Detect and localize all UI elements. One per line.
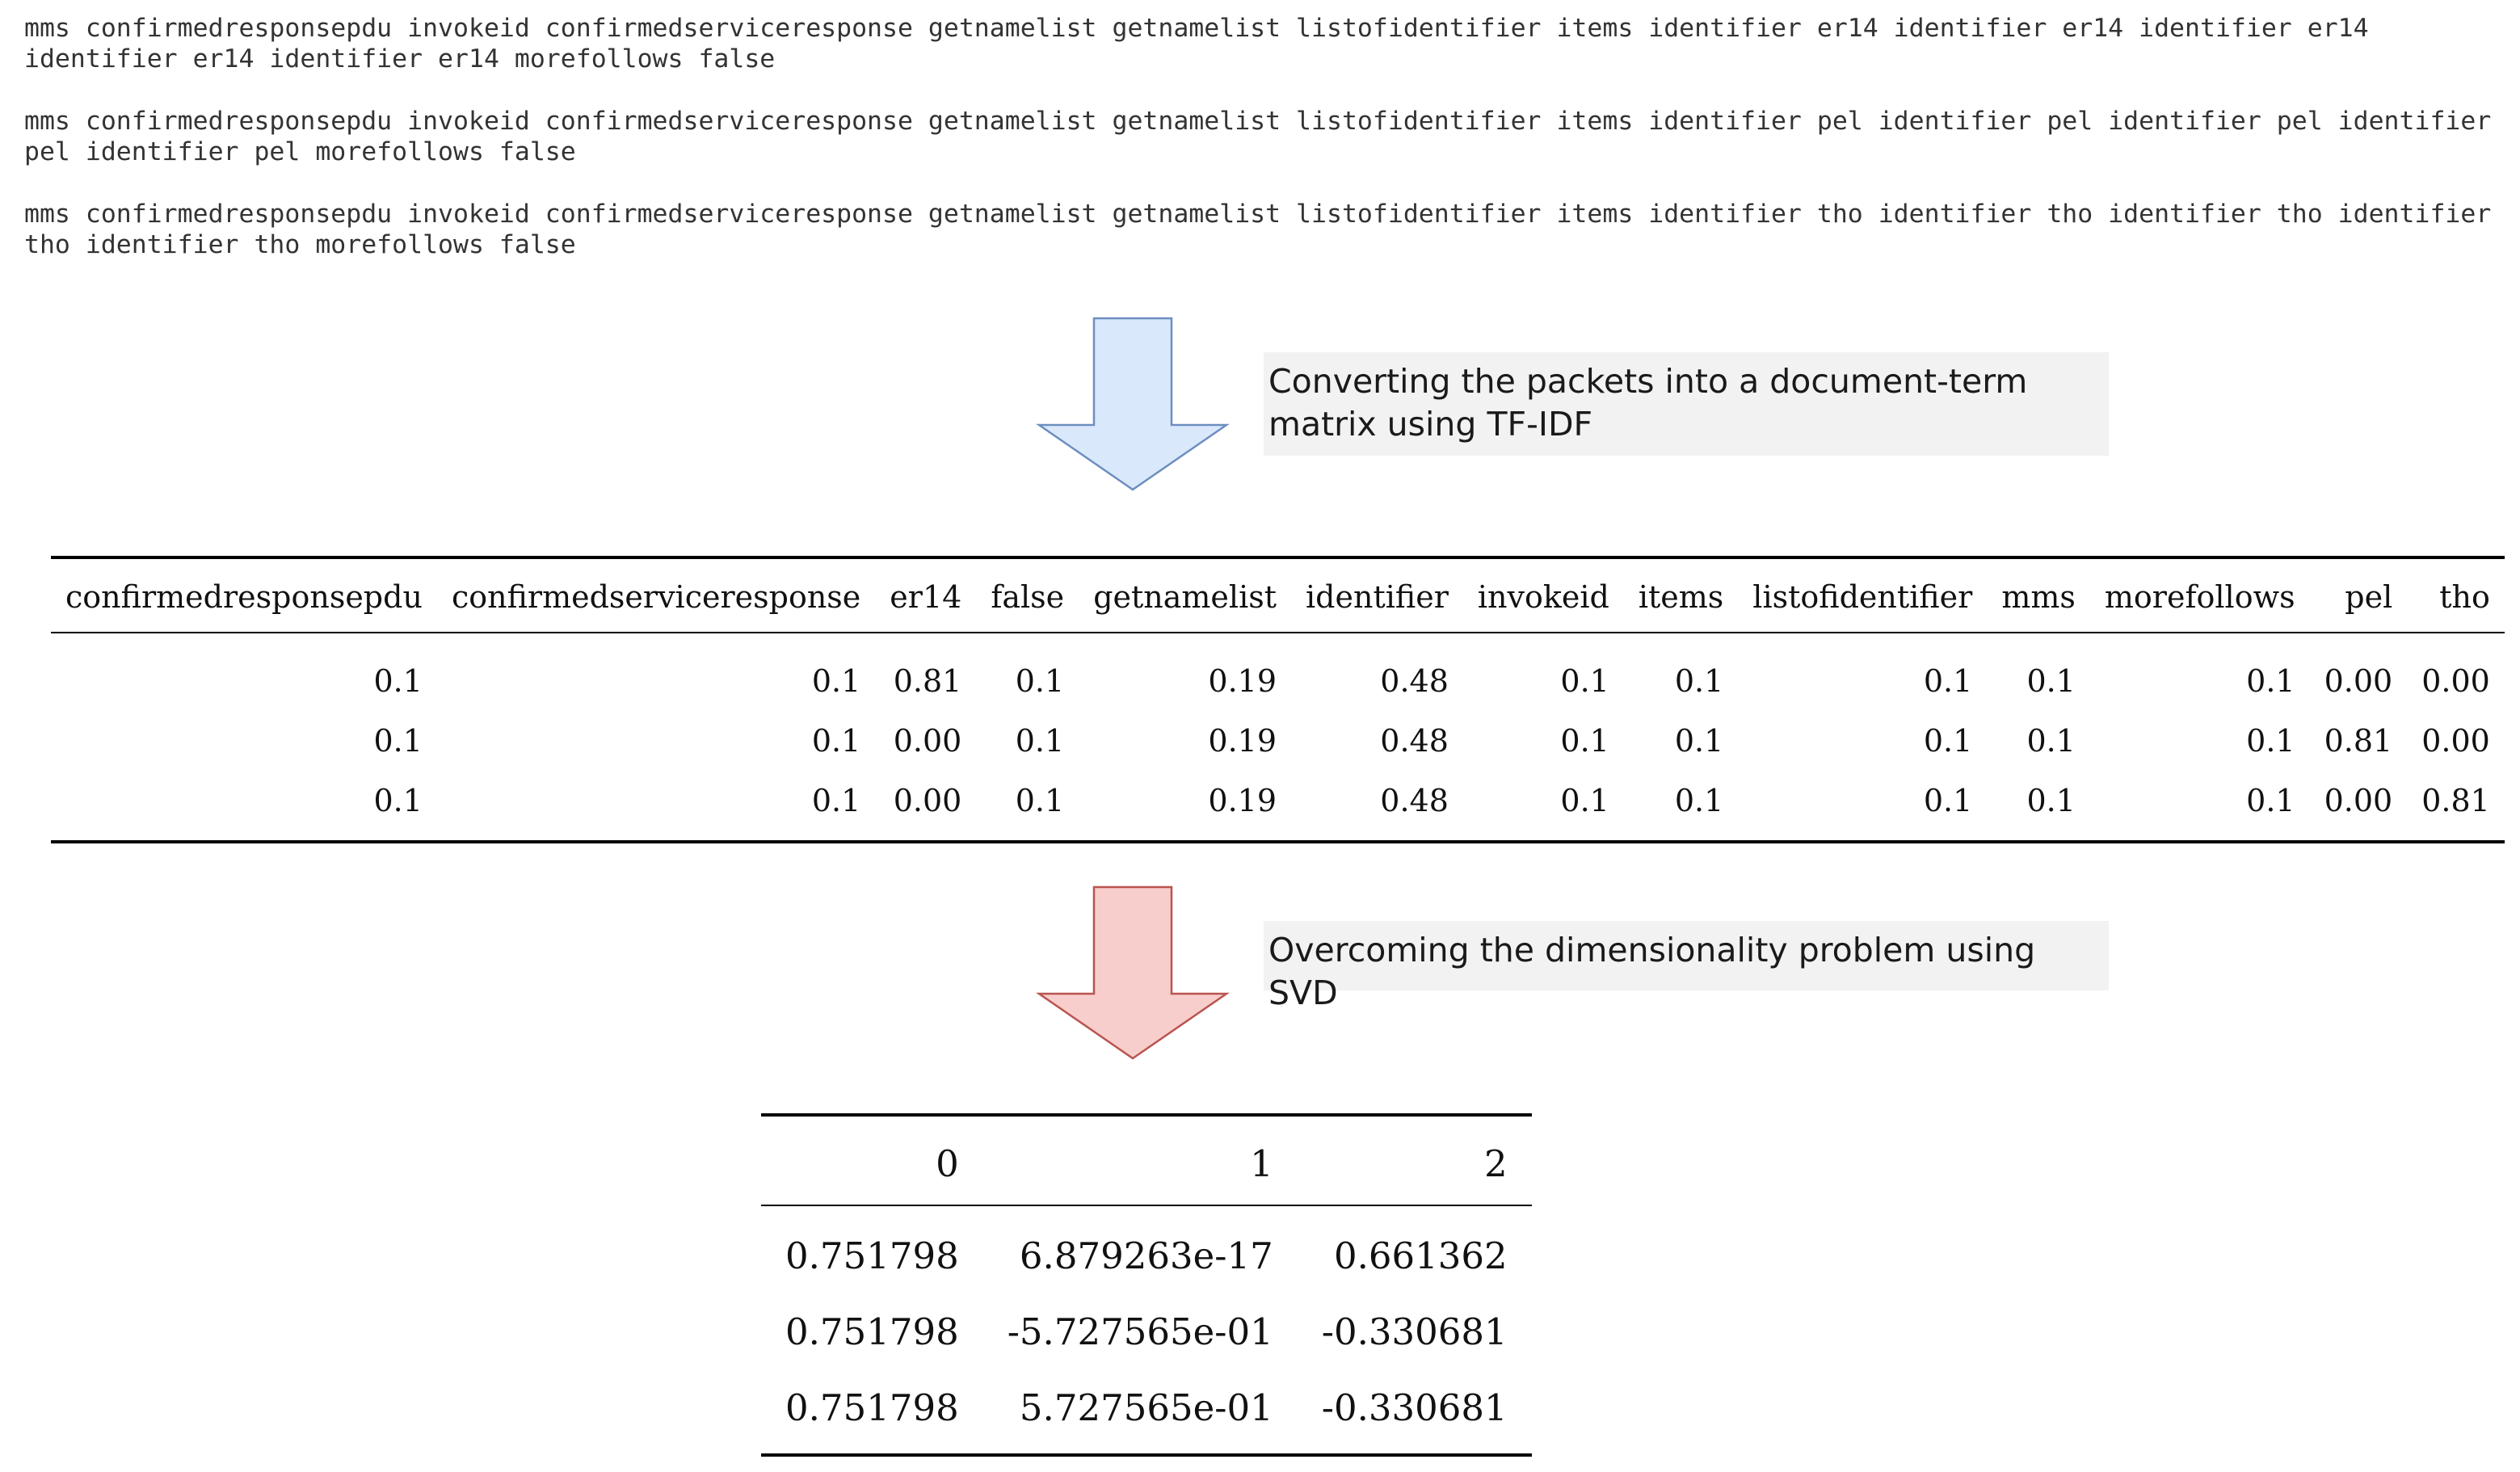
table-cell: 0.1 — [1674, 783, 1724, 818]
table-cell: 0.1 — [1923, 723, 1973, 759]
down-arrow-icon — [1036, 317, 1230, 494]
tfidf-arrow-shape — [1036, 317, 1230, 491]
table-cell: 0.1 — [2026, 723, 2076, 759]
table-cell: 0.1 — [1674, 723, 1724, 759]
table-row: 0.1 0.1 0.81 0.1 0.19 0.48 0.1 0.1 0.1 0… — [51, 633, 2505, 711]
table-cell: 0.1 — [373, 783, 423, 818]
table-cell: -5.727565e-01 — [1007, 1310, 1273, 1353]
column-header: getnamelist — [1079, 557, 1291, 633]
tfidf-matrix-table: confirmedresponsepdu confirmedserviceres… — [51, 556, 2505, 843]
table-cell: 0.19 — [1208, 663, 1277, 699]
table-cell: 0.1 — [1560, 723, 1609, 759]
table-cell: 0.1 — [1560, 783, 1609, 818]
table-cell: 0.1 — [2246, 663, 2295, 699]
table-cell: 0.48 — [1380, 663, 1449, 699]
table-row: 0.751798 -5.727565e-01 -0.330681 — [761, 1293, 1532, 1369]
table-cell: 0.1 — [1560, 663, 1609, 699]
table-cell: 0.00 — [2421, 663, 2490, 699]
table-cell: 0.1 — [1015, 663, 1065, 699]
column-header: identifier — [1291, 557, 1463, 633]
table-cell: 0.751798 — [785, 1310, 959, 1353]
table-row: 0.751798 6.879263e-17 0.661362 — [761, 1205, 1532, 1293]
table-cell: 0.1 — [1923, 663, 1973, 699]
column-header: 2 — [1297, 1115, 1532, 1206]
packet-list: mms confirmedresponsepdu invokeid confir… — [24, 13, 2513, 292]
column-header: invokeid — [1462, 557, 1624, 633]
column-header: mms — [1987, 557, 2090, 633]
table-cell: 0.81 — [893, 663, 962, 699]
table-cell: 0.1 — [2246, 723, 2295, 759]
column-header: morefollows — [2089, 557, 2310, 633]
column-header: listofidentifier — [1738, 557, 1988, 633]
table-cell: 0.1 — [811, 663, 861, 699]
table-row: 0.1 0.1 0.00 0.1 0.19 0.48 0.1 0.1 0.1 0… — [51, 711, 2505, 771]
table-cell: 5.727565e-01 — [1019, 1386, 1273, 1429]
column-header: 1 — [982, 1115, 1298, 1206]
table-cell: 0.1 — [1015, 723, 1065, 759]
table-cell: 0.1 — [811, 783, 861, 818]
table-cell: 6.879263e-17 — [1019, 1234, 1273, 1277]
table-cell: 0.1 — [2026, 783, 2076, 818]
column-header: false — [976, 557, 1079, 633]
table-cell: 0.00 — [2421, 723, 2490, 759]
column-header: tho — [2407, 557, 2505, 633]
table-cell: 0.751798 — [785, 1386, 959, 1429]
table-header-row: confirmedresponsepdu confirmedserviceres… — [51, 557, 2505, 633]
table-cell: 0.1 — [2246, 783, 2295, 818]
table-cell: -0.330681 — [1321, 1386, 1508, 1429]
column-header: items — [1623, 557, 1739, 633]
table-cell: 0.1 — [1923, 783, 1973, 818]
table-cell: 0.81 — [2421, 783, 2490, 818]
table-row: 0.1 0.1 0.00 0.1 0.19 0.48 0.1 0.1 0.1 0… — [51, 771, 2505, 842]
packet-text: mms confirmedresponsepdu invokeid confir… — [24, 107, 2492, 166]
column-header: confirmedresponsepdu — [51, 557, 437, 633]
table-header-row: 0 1 2 — [761, 1115, 1532, 1206]
table-cell: 0.48 — [1380, 723, 1449, 759]
table-cell: 0.1 — [373, 663, 423, 699]
svd-result-table: 0 1 2 0.751798 6.879263e-17 0.661362 0.7… — [761, 1113, 1532, 1457]
table-cell: 0.19 — [1208, 723, 1277, 759]
tfidf-step-caption: Converting the packets into a document-t… — [1264, 352, 2109, 456]
column-header: pel — [2309, 557, 2408, 633]
table-cell: 0.1 — [1674, 663, 1724, 699]
packet-text: mms confirmedresponsepdu invokeid confir… — [24, 14, 2369, 74]
column-header: confirmedserviceresponse — [436, 557, 876, 633]
table-cell: 0.1 — [811, 723, 861, 759]
table-cell: 0.1 — [373, 723, 423, 759]
table-cell: 0.661362 — [1333, 1234, 1508, 1277]
column-header: 0 — [761, 1115, 983, 1206]
svd-arrow-shape — [1036, 885, 1230, 1060]
table-cell: 0.00 — [893, 723, 962, 759]
table-cell: 0.48 — [1380, 783, 1449, 818]
table-cell: 0.00 — [2324, 783, 2393, 818]
table-cell: 0.81 — [2324, 723, 2393, 759]
table-cell: 0.1 — [2026, 663, 2076, 699]
table-cell: 0.00 — [2324, 663, 2393, 699]
table-cell: 0.00 — [893, 783, 962, 818]
down-arrow-icon — [1036, 885, 1230, 1063]
svd-step-caption: Overcoming the dimensionality problem us… — [1264, 921, 2109, 1012]
column-header: er14 — [875, 557, 977, 633]
table-cell: 0.1 — [1015, 783, 1065, 818]
table-cell: 0.19 — [1208, 783, 1277, 818]
table-cell: 0.751798 — [785, 1234, 959, 1277]
table-row: 0.751798 5.727565e-01 -0.330681 — [761, 1369, 1532, 1455]
packet-text: mms confirmedresponsepdu invokeid confir… — [24, 200, 2492, 259]
table-cell: -0.330681 — [1321, 1310, 1508, 1353]
